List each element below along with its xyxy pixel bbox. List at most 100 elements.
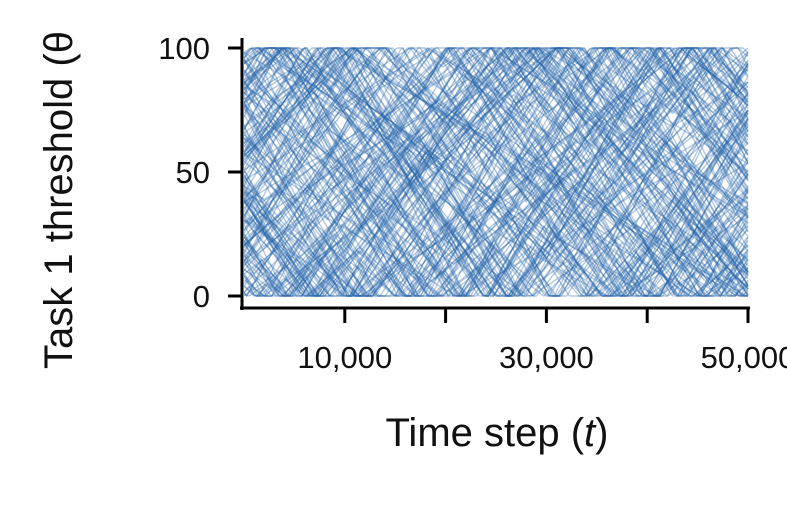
threshold-trajectory-line bbox=[244, 47, 748, 297]
threshold-trajectory-line bbox=[244, 47, 749, 297]
threshold-trajectory-line bbox=[244, 47, 749, 297]
threshold-trajectory-line bbox=[244, 47, 749, 297]
threshold-trajectory-line bbox=[244, 47, 749, 297]
threshold-trajectory-line bbox=[244, 47, 749, 297]
threshold-trajectory-line bbox=[244, 100, 749, 297]
threshold-trajectory-line bbox=[244, 47, 749, 297]
threshold-trajectory-line bbox=[244, 47, 749, 297]
threshold-trajectory-line bbox=[244, 47, 749, 297]
threshold-trajectory-line bbox=[244, 47, 749, 294]
threshold-trajectory-line bbox=[244, 47, 749, 204]
threshold-trajectory-line bbox=[244, 47, 749, 297]
threshold-trajectory-line bbox=[244, 47, 749, 297]
threshold-trajectory-line bbox=[244, 47, 749, 297]
y-tick-label: 100 bbox=[158, 31, 210, 66]
threshold-trajectory-line bbox=[244, 47, 749, 297]
threshold-trajectory-line bbox=[244, 47, 749, 262]
threshold-trajectory-line bbox=[244, 47, 749, 297]
threshold-trajectory-line bbox=[244, 47, 749, 297]
threshold-trajectory-line bbox=[244, 47, 749, 297]
threshold-trajectory-line bbox=[244, 47, 749, 297]
threshold-trajectory-line bbox=[244, 47, 749, 297]
threshold-trajectory-line bbox=[244, 67, 749, 280]
threshold-trajectory-line bbox=[244, 59, 749, 297]
threshold-trajectory-line bbox=[244, 47, 749, 199]
threshold-trajectory-line bbox=[244, 47, 749, 297]
threshold-trajectory-line bbox=[244, 47, 749, 297]
threshold-trajectory-line bbox=[244, 52, 749, 297]
threshold-trajectory-line bbox=[244, 47, 749, 297]
threshold-trajectory-line bbox=[244, 47, 749, 297]
x-tick-label: 50,000 bbox=[701, 340, 787, 375]
threshold-trajectory-line bbox=[244, 47, 749, 297]
threshold-trajectory-line bbox=[244, 47, 749, 297]
threshold-trajectory-line bbox=[244, 47, 749, 277]
threshold-trajectory-line bbox=[244, 47, 749, 161]
threshold-trajectory-line bbox=[244, 47, 749, 297]
threshold-trajectory-line bbox=[244, 47, 749, 297]
threshold-trajectory-line bbox=[244, 47, 749, 276]
threshold-trajectory-line bbox=[244, 47, 749, 210]
threshold-trajectory-line bbox=[244, 47, 749, 297]
axes: 0 50 100 10,000 30,000 50,000 bbox=[158, 31, 787, 375]
threshold-trajectory-line bbox=[244, 47, 749, 297]
threshold-trajectory-line bbox=[244, 47, 749, 297]
threshold-trajectory-line bbox=[244, 47, 749, 290]
threshold-trajectory-line bbox=[244, 47, 749, 160]
threshold-trajectory-line bbox=[244, 47, 749, 297]
threshold-trajectory-line bbox=[244, 47, 749, 296]
threshold-trajectory-line bbox=[244, 47, 749, 297]
threshold-trajectory-line bbox=[244, 47, 749, 297]
threshold-trajectory-line bbox=[244, 54, 749, 297]
threshold-trajectory-line bbox=[244, 47, 749, 225]
threshold-trajectory-line bbox=[244, 47, 749, 297]
threshold-trajectory-line bbox=[244, 47, 749, 297]
threshold-trajectory-line bbox=[244, 47, 749, 297]
threshold-trajectory-line bbox=[244, 47, 749, 297]
threshold-trajectory-line bbox=[244, 47, 749, 297]
threshold-trajectory-line bbox=[244, 47, 749, 297]
threshold-trajectory-line bbox=[244, 47, 749, 297]
threshold-trajectory-line bbox=[244, 47, 749, 297]
threshold-trajectory-line bbox=[244, 47, 749, 171]
threshold-trajectory-line bbox=[244, 47, 749, 297]
threshold-trajectory-line bbox=[244, 47, 749, 297]
threshold-trajectory-line bbox=[244, 47, 749, 297]
threshold-trajectory-line bbox=[244, 47, 749, 297]
threshold-trajectory-line bbox=[244, 47, 749, 297]
threshold-trajectory-line bbox=[244, 47, 749, 297]
threshold-trajectory-line bbox=[244, 47, 749, 297]
threshold-trajectory-line bbox=[244, 47, 749, 297]
threshold-trajectory-line bbox=[244, 47, 749, 297]
threshold-trajectory-line bbox=[244, 47, 749, 297]
threshold-trajectory-line bbox=[244, 47, 749, 297]
threshold-trajectory-line bbox=[244, 91, 749, 297]
threshold-trajectory-line bbox=[244, 47, 749, 297]
threshold-trajectory-line bbox=[244, 47, 749, 297]
threshold-trajectory-line bbox=[244, 47, 749, 297]
threshold-trajectory-line bbox=[244, 47, 749, 297]
threshold-trajectory-line bbox=[244, 47, 749, 297]
threshold-trajectory-line bbox=[244, 124, 748, 297]
threshold-trajectory-line bbox=[244, 47, 749, 297]
x-tick-label: 10,000 bbox=[297, 340, 392, 375]
threshold-trajectory-line bbox=[244, 47, 749, 297]
threshold-trajectory-line bbox=[244, 47, 749, 255]
threshold-trajectory-line bbox=[244, 126, 749, 297]
threshold-trajectory-line bbox=[244, 47, 749, 297]
threshold-trajectory-line bbox=[244, 47, 749, 282]
threshold-trajectory-line bbox=[244, 47, 749, 297]
threshold-trajectory-line bbox=[244, 58, 749, 297]
y-tick-label: 50 bbox=[176, 155, 210, 190]
threshold-trajectory-line bbox=[244, 47, 749, 297]
threshold-trajectory-line bbox=[244, 47, 749, 297]
threshold-trajectory-line bbox=[244, 47, 749, 297]
threshold-trajectory-line bbox=[244, 47, 749, 297]
threshold-trajectory-line bbox=[244, 47, 749, 297]
threshold-trajectory-line bbox=[244, 47, 749, 297]
threshold-trajectory-line bbox=[244, 47, 749, 297]
threshold-trajectory-line bbox=[244, 153, 749, 297]
threshold-trajectory-line bbox=[244, 47, 749, 297]
threshold-trajectory-line bbox=[244, 47, 749, 294]
threshold-trajectory-line bbox=[244, 47, 749, 246]
